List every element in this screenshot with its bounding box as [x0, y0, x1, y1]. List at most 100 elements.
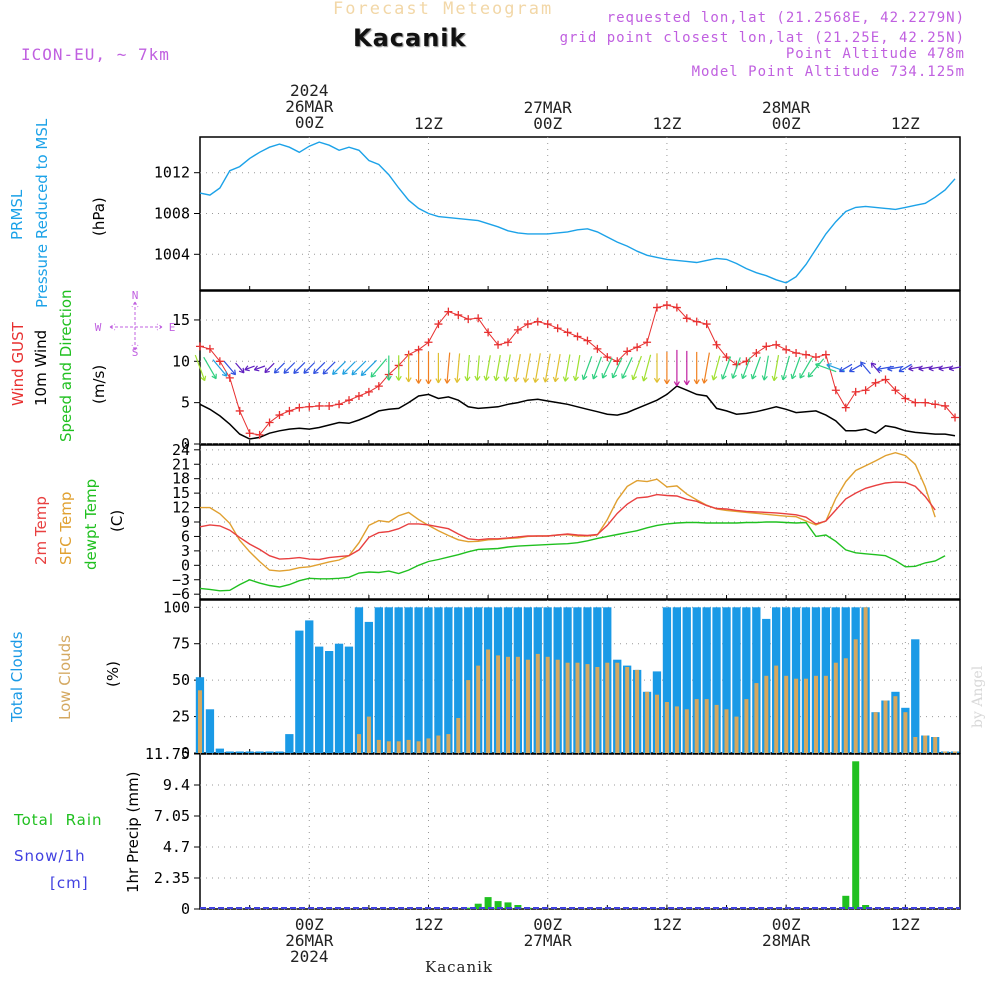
low-cloud-bar [456, 718, 461, 753]
wind-arrow-head [631, 374, 638, 381]
temp-2m-line [199, 481, 936, 561]
bottom-time-label: 12Z [414, 915, 443, 934]
gust-marker [533, 317, 542, 326]
top-time-label: 12Z [652, 114, 681, 133]
wind-arrow-head [683, 380, 690, 386]
wind-arrow [513, 353, 521, 383]
wind-arrow-head [898, 366, 905, 373]
gust-marker [285, 406, 294, 415]
wind-arrow-shaft [938, 366, 952, 370]
gust-marker [662, 301, 671, 310]
wind-arrow-head [591, 373, 598, 380]
wind-arrow [848, 363, 863, 373]
wind-arrow-head [395, 375, 402, 381]
gust-marker [474, 314, 483, 323]
wind-arrow-head [238, 367, 245, 374]
wind-arrow-head [370, 372, 376, 378]
total-cloud-bar [374, 607, 383, 753]
low-cloud-bar [645, 691, 650, 753]
top-time-label: 00Z [533, 114, 562, 133]
wind-arrow [322, 361, 336, 375]
gust-marker [563, 328, 572, 337]
gust-marker [305, 402, 314, 411]
wind-arrow-shaft [313, 361, 326, 375]
wind-arrow-head [761, 375, 768, 381]
wind-arrow-shaft [293, 361, 306, 374]
wind-arrow [761, 355, 769, 381]
snow-unit: [cm] [50, 874, 89, 892]
wind-arrow-head [572, 375, 579, 382]
gust-marker [841, 403, 850, 412]
gust-marker [752, 349, 761, 358]
wind-arrow [360, 359, 377, 377]
wind-arrow [631, 355, 642, 381]
wind-arrow-head [621, 373, 627, 379]
snow-label: Snow/1h [14, 847, 86, 865]
wind-arrow-head [415, 378, 422, 384]
gust-marker [623, 347, 632, 356]
model-name: ICON-EU, ~ 7km [21, 45, 170, 64]
total-cloud-bar [205, 709, 215, 753]
wind-arrow [807, 358, 825, 378]
wind-arrow [948, 365, 962, 372]
wind-arrow-head [948, 365, 955, 372]
wind-arrow [693, 351, 700, 385]
wind-arrow [663, 351, 671, 385]
wind-arrow-head [870, 362, 877, 368]
wind-arrow-shaft [554, 353, 561, 382]
wind-arrow [444, 352, 451, 384]
wind-arrow-head [273, 368, 280, 374]
wind-arrow-shaft [322, 361, 336, 375]
wind-arrow-shaft [592, 356, 602, 380]
gust-marker [702, 320, 711, 329]
wind-arrow-head [503, 376, 510, 382]
gust-marker [911, 398, 920, 407]
wind-arrow-shaft [303, 362, 316, 374]
low-cloud-bar [625, 667, 630, 753]
y-tick-label: 0 [181, 556, 190, 574]
y-tick-label: 25 [172, 708, 190, 726]
wind-arrow [781, 355, 790, 381]
y-tick-label: 100 [163, 598, 190, 616]
low-cloud-bar [476, 665, 481, 753]
wind-arrow-shaft [642, 354, 652, 382]
wind-arrow-head [876, 365, 883, 372]
gust-marker [931, 400, 940, 409]
wind-arrow-shaft [264, 362, 275, 374]
wind-arrow-head [838, 366, 845, 373]
total-cloud-bar [384, 607, 393, 753]
gust-marker [543, 320, 552, 329]
low-cloud-bar [913, 737, 918, 753]
wind-arrow [653, 353, 661, 383]
total-cloud-bar [225, 751, 234, 753]
y-tick-label: 6 [181, 527, 190, 545]
chart-subtitle: Forecast Meteogram [333, 0, 554, 19]
requested-coords: requested lon,lat (21.2568E, 42.2279N) [606, 10, 965, 26]
wind-arrow [283, 362, 296, 374]
wind-arrow [611, 357, 623, 379]
wind-arrow-head [562, 376, 569, 382]
wind-arrow-head [848, 366, 855, 373]
wind-arrow-head [513, 376, 520, 383]
gust-marker [513, 325, 522, 334]
y-tick-label: −6 [172, 585, 190, 603]
gust-marker [484, 328, 493, 337]
wind-arrow-head [701, 378, 708, 384]
gust-marker [354, 392, 363, 401]
wind-arrow [790, 356, 801, 380]
total-cloud-bar [305, 620, 314, 753]
gust-marker [235, 406, 244, 415]
wind-arrow [701, 352, 710, 384]
top-time-label: 2024 [290, 81, 329, 100]
wind-arrow [194, 354, 207, 382]
wind-arrow [493, 354, 501, 382]
wind-arrow-head [771, 375, 778, 382]
wind-arrow-head [322, 368, 329, 375]
wind-arrow [870, 362, 881, 374]
low-cloud-bar [883, 700, 888, 753]
low-cloud-bar [535, 653, 540, 753]
wind-arrow [474, 355, 481, 381]
total-cloud-bar [732, 607, 741, 753]
top-time-label: 00Z [295, 113, 324, 132]
